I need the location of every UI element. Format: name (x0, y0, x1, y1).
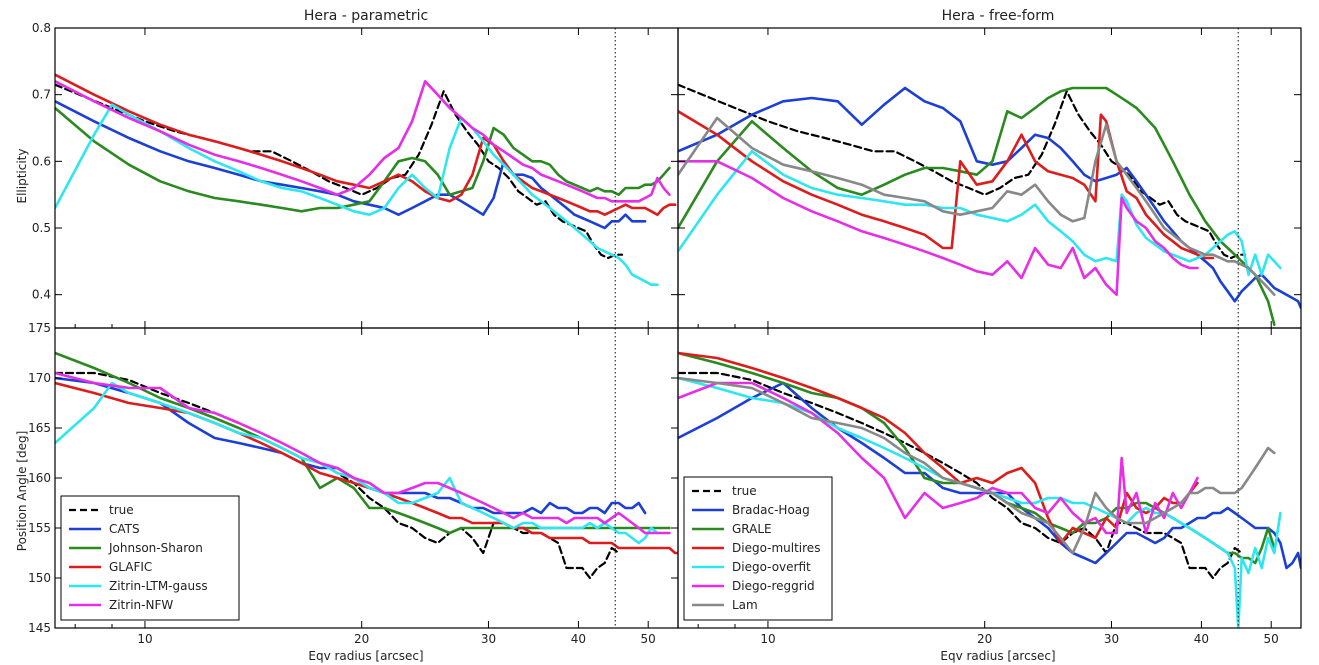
series-line-zitrin-ltm-gauss (55, 381, 659, 545)
series-line-lam (678, 376, 1276, 555)
y-tick-label: 0.5 (32, 221, 51, 235)
x-tick-label: 10 (760, 632, 775, 646)
x-tick-label: 20 (977, 632, 992, 646)
y-tick-label: 165 (28, 421, 51, 435)
x-tick-label: 50 (1264, 632, 1279, 646)
panel-3: 10 20 30 40 50 145 150 155 160 165 170 175 true CATS J… (28, 321, 679, 646)
series-line-bradac-hoag (678, 86, 1301, 310)
panel-1: 0.4 0.5 0.6 0.7 0.8 (32, 21, 679, 329)
legend-label: Bradac-Hoag (732, 503, 810, 517)
series-line-bradac-hoag (678, 381, 1301, 570)
x-tick-label: 50 (641, 632, 656, 646)
legend-label: Zitrin-NFW (109, 598, 173, 612)
legend-label: Lam (732, 598, 758, 612)
y-tick-label: 0.6 (32, 154, 51, 168)
legend-label: Johnson-Sharon (108, 541, 203, 555)
x-tick-label: 30 (481, 632, 496, 646)
x-axis-label-left: Eqv radius [arcsec] (308, 649, 423, 663)
y-tick-label: 0.4 (32, 288, 51, 302)
x-tick-label: 40 (571, 632, 586, 646)
y-axis-label-top: Ellipticity (15, 149, 29, 204)
legend-label: GLAFIC (109, 560, 152, 574)
x-tick-label: 30 (1104, 632, 1119, 646)
panels: 0.4 0.5 0.6 0.7 0.8 10 20 30 40 50 145 150 155 160 165… (28, 21, 1302, 646)
x-axis-label-right: Eqv radius [arcsec] (940, 649, 1055, 663)
x-tick-label: 20 (354, 632, 369, 646)
series-line-zitrin-ltm-gauss (55, 103, 659, 287)
legend: true CATS Johnson-Sharon GLAFIC Zitrin-LTM-g… (60, 495, 240, 621)
y-tick-label: 175 (28, 321, 51, 335)
legend-label: true (109, 503, 134, 517)
series-line-zitrin-nfw (55, 371, 671, 535)
series-line-grale (678, 86, 1276, 327)
series-line-diego-reggrid (678, 160, 1199, 297)
y-tick-label: 170 (28, 371, 51, 385)
series-line-diego-multires (678, 110, 1215, 260)
y-tick-label: 0.7 (32, 88, 51, 102)
legend-label: Zitrin-LTM-gauss (109, 579, 208, 593)
panel-4: 10 20 30 40 50 true Bradac-Hoag GRALE Diego-mult… (677, 327, 1302, 646)
legend-label: Diego-overfit (732, 560, 811, 574)
x-tick-label: 40 (1194, 632, 1209, 646)
series-line-diego-overfit (678, 376, 1282, 628)
y-axis-label-bottom: Position Angle [deg] (15, 431, 29, 551)
y-tick-label: 160 (28, 471, 51, 485)
y-tick-label: 155 (28, 521, 51, 535)
legend-label: true (732, 484, 757, 498)
legend-label: GRALE (732, 522, 772, 536)
panel-2 (677, 27, 1302, 329)
y-tick-label: 145 (28, 621, 51, 635)
panel-frame (677, 327, 1302, 629)
series-line-true (678, 83, 1247, 260)
series-line-diego-overfit (678, 150, 1282, 277)
panel-title-right: Hera - free-form (942, 8, 1055, 24)
series-line-glafic (55, 73, 677, 216)
series-line-lam (678, 116, 1276, 297)
series-group (678, 351, 1301, 628)
legend: true Bradac-Hoag GRALE Diego-multires Diego-… (683, 476, 833, 621)
series-group (678, 83, 1301, 327)
x-tick-label: 10 (137, 632, 152, 646)
legend-label: Diego-reggrid (732, 579, 815, 593)
panel-title-left: Hera - parametric (304, 8, 428, 24)
series-group (55, 351, 678, 580)
y-tick-label: 150 (28, 571, 51, 585)
series-group (55, 73, 677, 287)
series-line-johnson-sharon (55, 106, 671, 213)
legend-box (60, 495, 240, 621)
legend-label: Diego-multires (732, 541, 820, 555)
legend-label: CATS (109, 522, 140, 536)
series-line-diego-reggrid (678, 381, 1199, 535)
y-tick-label: 0.8 (32, 21, 51, 35)
series-line-zitrin-nfw (55, 80, 671, 203)
